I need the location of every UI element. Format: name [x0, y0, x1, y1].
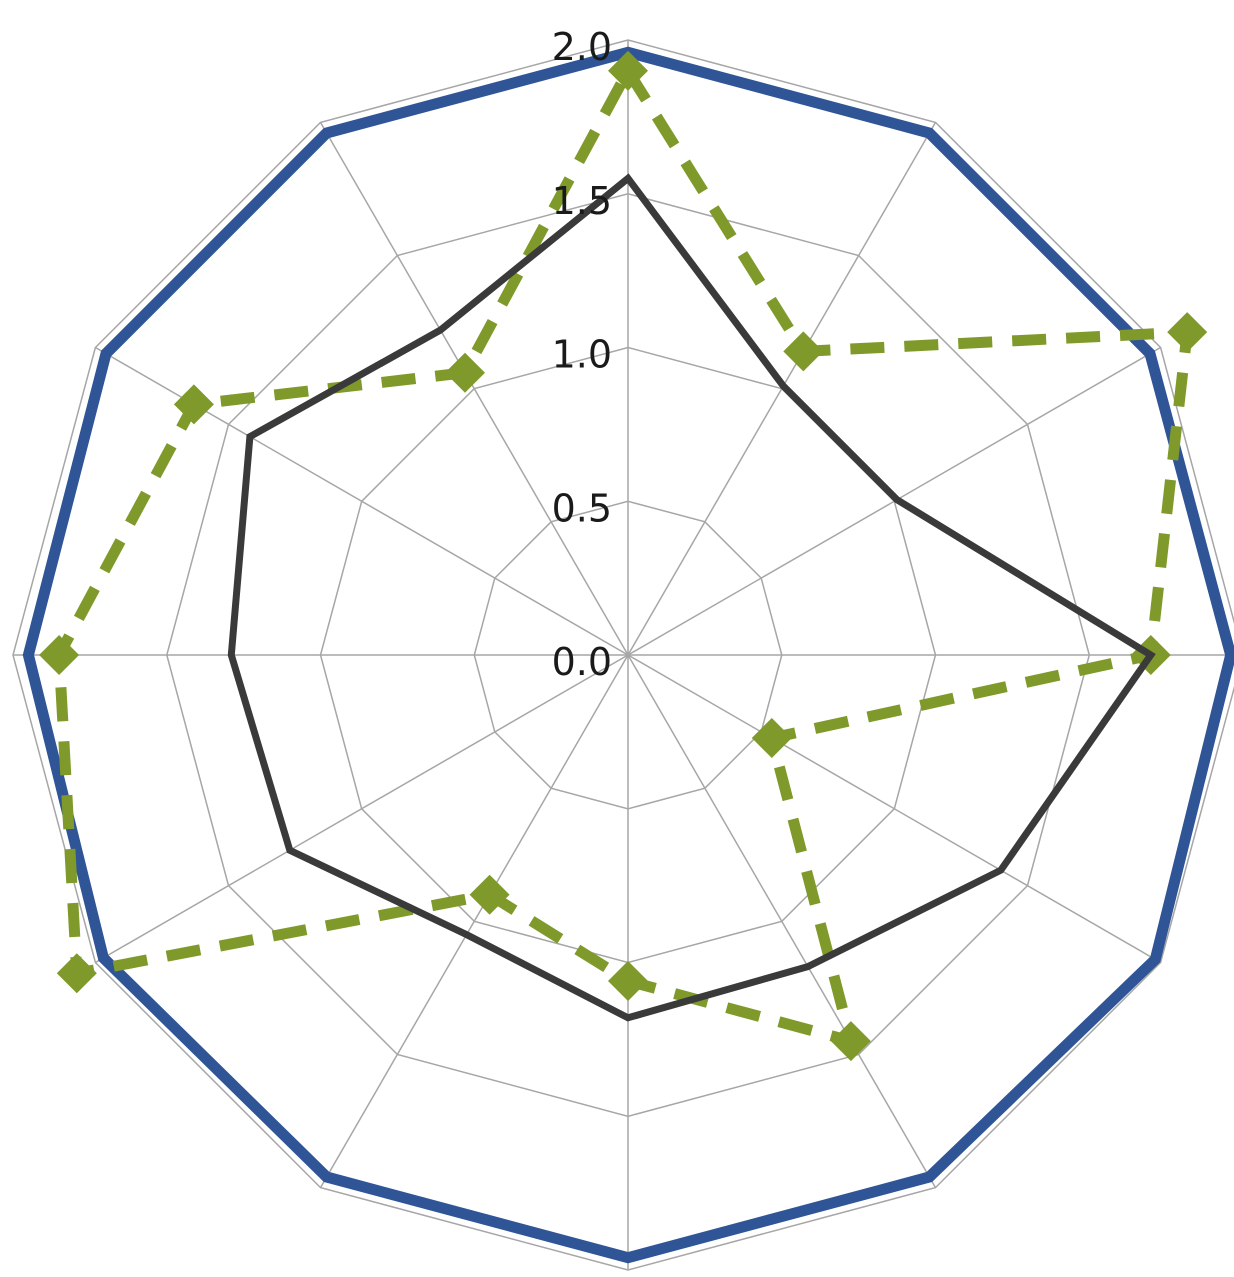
tick-label-3: 1.5	[552, 179, 612, 223]
grid-layer	[12, 39, 1234, 1271]
axis-spoke-8	[95, 654, 629, 964]
series-1-marker-5	[830, 1021, 871, 1062]
axis-spoke-7	[319, 654, 629, 1188]
series-1-marker-7	[469, 874, 510, 915]
series-1-marker-9	[39, 635, 80, 675]
tick-label-2: 1.0	[552, 333, 612, 377]
tick-label-1: 0.5	[552, 486, 612, 530]
series-1-marker-1	[783, 331, 824, 372]
series-1-marker-11	[445, 352, 485, 393]
series-2-line	[227, 173, 1156, 1022]
tick-label-4: 2.0	[552, 25, 612, 69]
tick-label-layer: 0.0 0.5 1.0 1.5 2.0	[552, 25, 612, 684]
series-1-marker-6	[608, 961, 648, 1001]
axis-spoke-11	[319, 122, 629, 656]
axis-spoke-10	[95, 346, 629, 656]
axis-spoke-5	[627, 654, 937, 1188]
axis-spoke-4	[627, 654, 1161, 964]
series-1-marker-4	[751, 718, 792, 758]
series-1-marker-8	[56, 953, 97, 994]
series-layer	[22, 46, 1234, 1264]
series-0-line	[22, 46, 1234, 1264]
series-1-marker-10	[173, 384, 214, 425]
tick-label-0: 0.0	[552, 640, 612, 684]
series-1-marker-2	[1167, 312, 1208, 353]
series-1-marker-0	[608, 50, 648, 91]
